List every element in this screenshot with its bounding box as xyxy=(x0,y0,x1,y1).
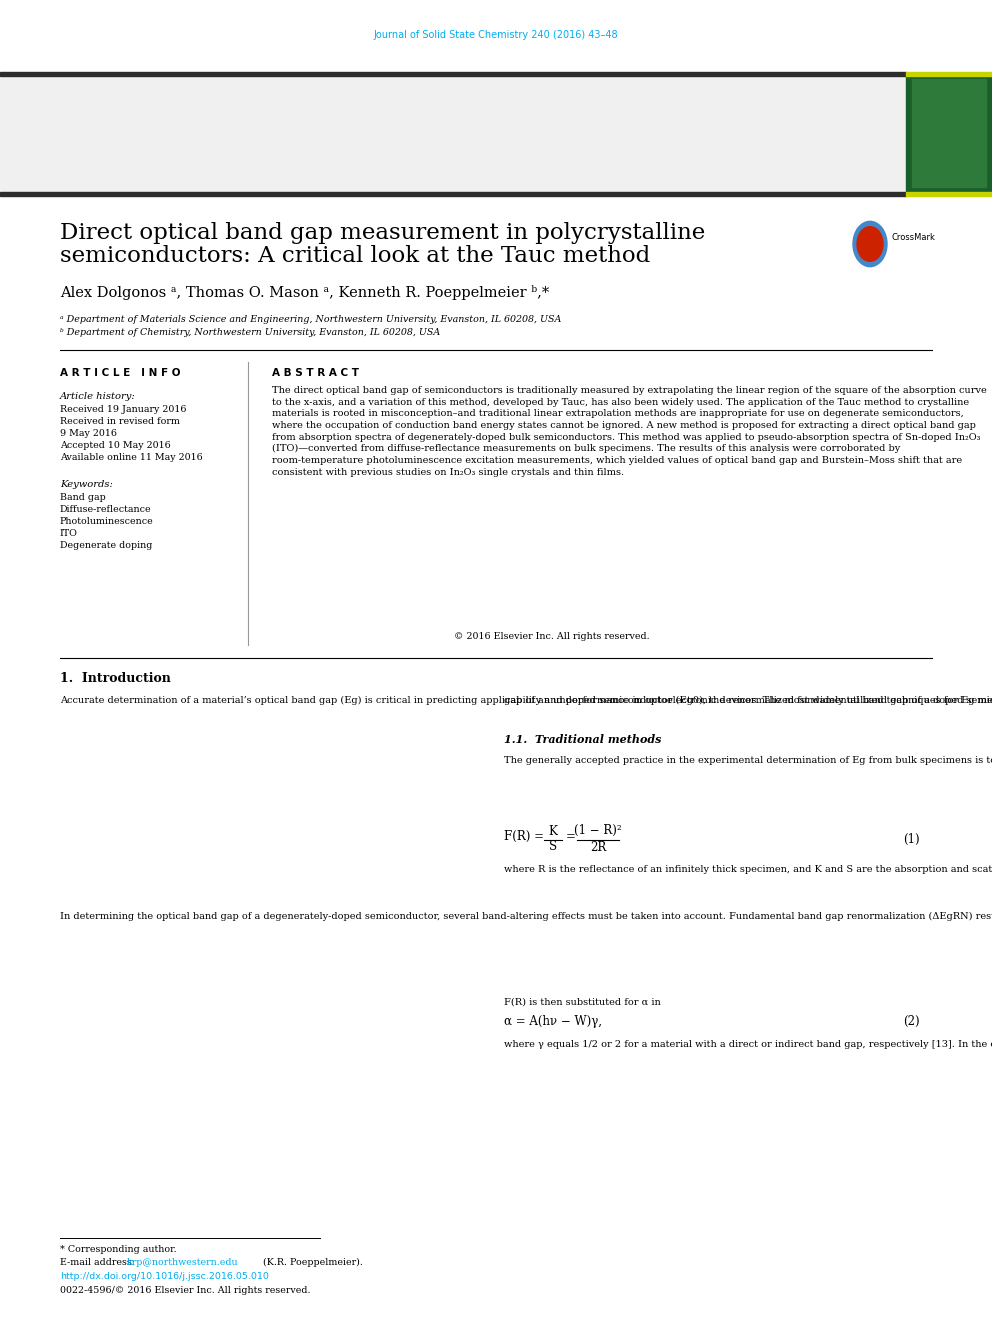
Text: ELSEVIER: ELSEVIER xyxy=(62,172,158,191)
Text: α = A(hν − W)γ,: α = A(hν − W)γ, xyxy=(504,1015,602,1028)
Text: ScienceDirect: ScienceDirect xyxy=(507,91,588,105)
Text: http://dx.doi.org/10.1016/j.jssc.2016.05.010: http://dx.doi.org/10.1016/j.jssc.2016.05… xyxy=(60,1271,269,1281)
Text: Keywords:: Keywords: xyxy=(60,480,113,490)
Text: (2): (2) xyxy=(904,1015,920,1028)
Text: In determining the optical band gap of a degenerately-doped semiconductor, sever: In determining the optical band gap of a… xyxy=(60,912,992,921)
Text: Available online 11 May 2016: Available online 11 May 2016 xyxy=(60,452,202,462)
Text: Solid State
Chemistry: Solid State Chemistry xyxy=(931,98,966,108)
Text: 0022-4596/© 2016 Elsevier Inc. All rights reserved.: 0022-4596/© 2016 Elsevier Inc. All right… xyxy=(60,1286,310,1295)
Text: S: S xyxy=(549,840,558,853)
Text: where R is the reflectance of an infinitely thick specimen, and K and S are the : where R is the reflectance of an infinit… xyxy=(504,865,992,875)
Text: (1 − R)²: (1 − R)² xyxy=(574,824,622,837)
Text: (1): (1) xyxy=(904,833,920,845)
Text: =: = xyxy=(566,830,576,843)
Text: © 2016 Elsevier Inc. All rights reserved.: © 2016 Elsevier Inc. All rights reserved… xyxy=(454,632,650,642)
Text: J
S
S
C: J S S C xyxy=(914,128,920,168)
Text: Accepted 10 May 2016: Accepted 10 May 2016 xyxy=(60,441,171,450)
Text: K: K xyxy=(549,826,558,837)
Text: The generally accepted practice in the experimental determination of Eg from bul: The generally accepted practice in the e… xyxy=(504,755,992,765)
Text: journal homepage:: journal homepage: xyxy=(330,167,445,180)
Text: F(R) =: F(R) = xyxy=(504,830,544,843)
Text: Alex Dolgonos ᵃ, Thomas O. Mason ᵃ, Kenneth R. Poeppelmeier ᵇ,*: Alex Dolgonos ᵃ, Thomas O. Mason ᵃ, Kenn… xyxy=(60,284,550,300)
Text: 2R: 2R xyxy=(590,841,606,855)
Text: ᵃ Department of Materials Science and Engineering, Northwestern University, Evan: ᵃ Department of Materials Science and En… xyxy=(60,315,561,324)
Text: ITO: ITO xyxy=(60,529,78,538)
Text: The direct optical band gap of semiconductors is traditionally measured by extra: The direct optical band gap of semicondu… xyxy=(272,386,987,476)
Text: (K.R. Poeppelmeier).: (K.R. Poeppelmeier). xyxy=(260,1258,363,1267)
Text: gap of an undoped semiconductor (Eg0), the renormalized fundamental band gap of : gap of an undoped semiconductor (Eg0), t… xyxy=(504,696,992,705)
Text: Contents lists available at: Contents lists available at xyxy=(380,91,538,105)
Text: Photoluminescence: Photoluminescence xyxy=(60,517,154,527)
Text: Received in revised form: Received in revised form xyxy=(60,417,180,426)
Text: F(R) is then substituted for α in: F(R) is then substituted for α in xyxy=(504,998,661,1007)
Text: www.elsevier.com/locate/jssc: www.elsevier.com/locate/jssc xyxy=(440,167,612,180)
Text: ᵇ Department of Chemistry, Northwestern University, Evanston, IL 60208, USA: ᵇ Department of Chemistry, Northwestern … xyxy=(60,328,440,337)
Text: +: + xyxy=(864,237,876,251)
Text: semiconductors: A critical look at the Tauc method: semiconductors: A critical look at the T… xyxy=(60,245,650,267)
Text: Journal of Solid State Chemistry: Journal of Solid State Chemistry xyxy=(266,120,640,142)
Text: E-mail address:: E-mail address: xyxy=(60,1258,138,1267)
Text: A B S T R A C T: A B S T R A C T xyxy=(272,368,359,378)
Text: Journal of Solid State Chemistry 240 (2016) 43–48: Journal of Solid State Chemistry 240 (20… xyxy=(374,30,618,40)
Text: where γ equals 1/2 or 2 for a material with a direct or indirect band gap, respe: where γ equals 1/2 or 2 for a material w… xyxy=(504,1040,992,1049)
Text: Degenerate doping: Degenerate doping xyxy=(60,541,153,550)
Text: krp@northwestern.edu: krp@northwestern.edu xyxy=(127,1258,239,1267)
Text: Diffuse-reflectance: Diffuse-reflectance xyxy=(60,505,152,515)
Text: Accurate determination of a material’s optical band gap (Eg) is critical in pred: Accurate determination of a material’s o… xyxy=(60,696,992,705)
Text: CrossMark: CrossMark xyxy=(891,233,934,242)
Text: Article history:: Article history: xyxy=(60,392,136,401)
Text: * Corresponding author.: * Corresponding author. xyxy=(60,1245,177,1254)
Text: Direct optical band gap measurement in polycrystalline: Direct optical band gap measurement in p… xyxy=(60,222,705,243)
Text: 1.  Introduction: 1. Introduction xyxy=(60,672,171,685)
Text: Band gap: Band gap xyxy=(60,493,106,501)
Text: A R T I C L E   I N F O: A R T I C L E I N F O xyxy=(60,368,181,378)
Text: 9 May 2016: 9 May 2016 xyxy=(60,429,117,438)
Text: Received 19 January 2016: Received 19 January 2016 xyxy=(60,405,186,414)
Text: 1.1.  Traditional methods: 1.1. Traditional methods xyxy=(504,734,662,745)
